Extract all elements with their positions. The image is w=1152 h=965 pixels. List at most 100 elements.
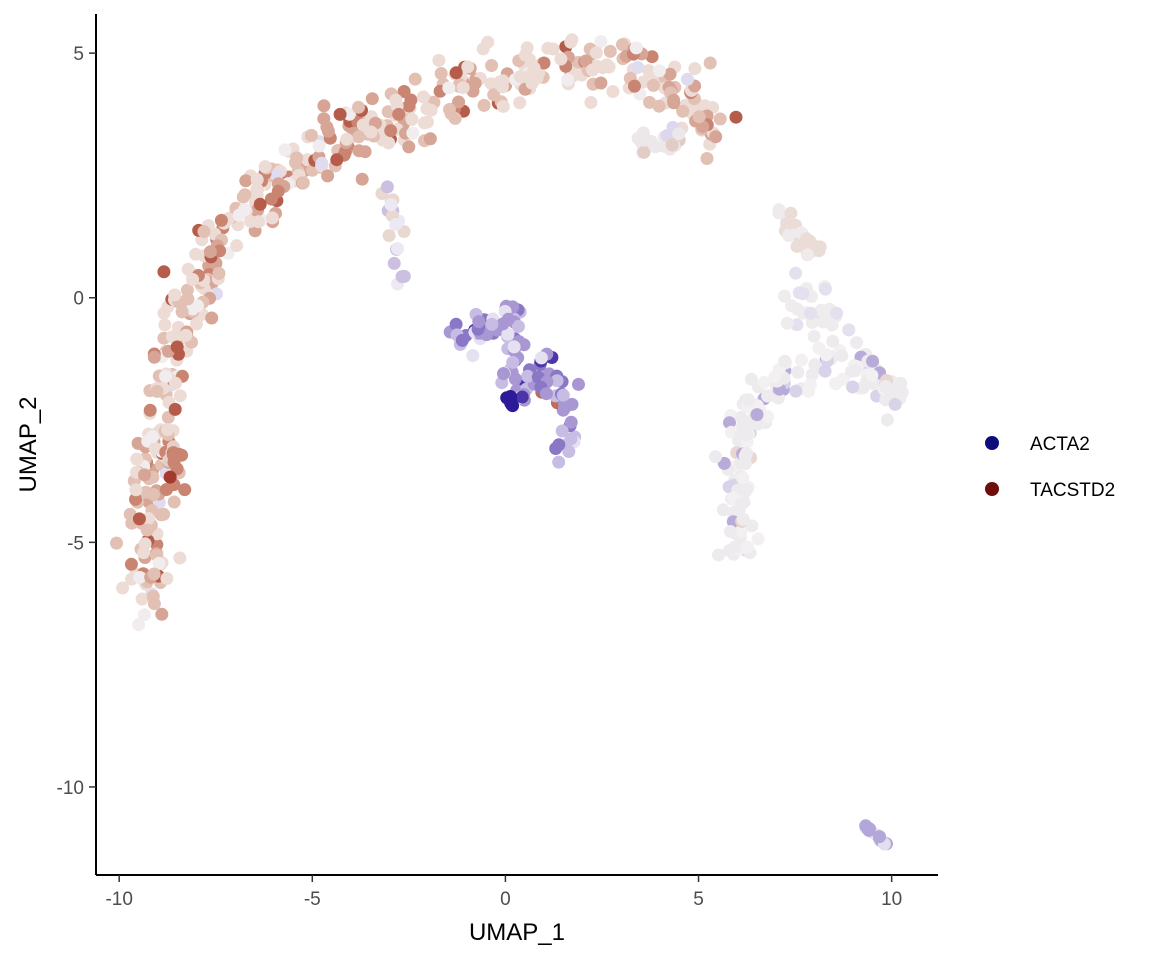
cell-point-arc (495, 80, 509, 94)
cell-point-arc (352, 130, 366, 144)
cell-point-arc (703, 56, 717, 70)
cell-point-center (506, 355, 520, 369)
cell-point-arc (667, 93, 681, 107)
cell-point-arc (147, 567, 161, 581)
cell-point-right-top (800, 248, 814, 262)
cell-point-arc (212, 266, 226, 280)
cell-point-arc (203, 245, 217, 259)
cell-point-arc-branch (382, 229, 396, 243)
cell-point-right (894, 387, 908, 400)
cell-point-arc (364, 125, 378, 139)
cell-point-center (562, 445, 576, 458)
cell-point-arc (561, 73, 575, 87)
cell-point-right (740, 446, 753, 460)
cell-point-center (485, 317, 499, 331)
cell-point-arc (709, 130, 723, 144)
cell-point-arc (181, 262, 195, 276)
legend-swatch-acta2 (985, 436, 999, 450)
cell-point-arc (304, 128, 318, 142)
cell-point-arc (321, 169, 335, 183)
cell-point-arc (157, 265, 171, 279)
cell-point-right-upper (816, 315, 830, 329)
cell-point-right (736, 512, 750, 526)
cell-point-arc-left-tail (163, 470, 177, 484)
cell-point-arc (137, 546, 151, 560)
cell-point-arc (616, 38, 629, 52)
cell-point-arc-branch (384, 198, 398, 212)
cell-point-right (819, 348, 833, 362)
cell-point-right-upper (778, 289, 791, 303)
cell-point-arc (416, 90, 430, 104)
cell-point-arc (181, 292, 195, 306)
cell-point-right (865, 369, 879, 382)
cell-point-arc (352, 100, 365, 114)
cell-point-arc (681, 72, 694, 86)
cell-point-arc (146, 430, 159, 444)
cell-point-arc (150, 384, 164, 398)
cell-point-arc (603, 44, 617, 58)
cell-point-arc (296, 176, 310, 190)
x-tick-label: 0 (500, 889, 511, 910)
cell-point-arc (148, 441, 162, 455)
cell-point-arc (137, 608, 151, 622)
cell-point-arc (238, 203, 252, 217)
cell-point-arc-left-tail (166, 448, 180, 462)
cell-point-arc (594, 35, 608, 48)
cell-point-arc (564, 35, 578, 49)
cell-point-arc (579, 54, 593, 68)
cell-point-arc (496, 99, 510, 113)
cell-point-arc (173, 551, 187, 565)
cell-point-arc (713, 112, 727, 126)
cell-point-center (472, 315, 486, 329)
cell-point-center (534, 351, 548, 365)
cell-point-arc (129, 483, 143, 497)
cell-point-center (501, 327, 515, 341)
cell-point-arc (186, 302, 199, 316)
cell-point-arc (688, 62, 702, 76)
y-tick-label: -10 (57, 778, 84, 799)
cell-point-arc (589, 46, 603, 60)
cell-point-right (716, 503, 730, 517)
cell-point-arc (236, 190, 250, 204)
cell-point-right (757, 375, 771, 389)
cell-point-arc (584, 96, 598, 109)
cell-point-arc (258, 160, 272, 174)
cell-point-center (564, 415, 578, 429)
cell-point-arc (147, 350, 161, 364)
x-ticks: -10 -5 0 5 10 (105, 875, 902, 910)
cell-point-right (709, 450, 722, 464)
cell-point-center (539, 387, 553, 401)
cell-point-arc (676, 104, 690, 118)
cell-point-arc (452, 95, 466, 109)
x-tick-label: 5 (693, 889, 704, 910)
cell-point-arc (663, 67, 677, 81)
cell-point-arc (147, 597, 161, 611)
cell-point-arc (525, 76, 539, 90)
cell-point-center (552, 455, 566, 469)
cell-point-arc (253, 197, 267, 211)
cell-point-arc-hook (665, 138, 679, 152)
legend-label-acta2: ACTA2 (1030, 434, 1090, 455)
cell-point-right-upper (785, 299, 798, 313)
cell-point-arc (330, 153, 344, 167)
cell-point-arc (477, 98, 491, 112)
cell-point-arc (449, 66, 463, 80)
cell-point-arc (138, 468, 151, 482)
cell-point-center (564, 432, 578, 446)
cell-point-arc (135, 592, 149, 606)
cell-point-arc (646, 78, 660, 92)
cell-point-arc (167, 495, 181, 509)
cell-point-arc (321, 124, 335, 138)
cell-point-arc (142, 512, 155, 525)
cell-point-arc (442, 81, 456, 95)
cell-point-right (728, 540, 742, 554)
cell-point-arc (443, 103, 456, 116)
cell-point-right (818, 364, 832, 378)
cell-point-arc (154, 508, 168, 522)
cell-point-arc (355, 172, 369, 186)
cell-point-arc (168, 402, 182, 416)
cell-point-arc (169, 376, 182, 390)
cell-point-right-upper (842, 323, 856, 337)
cell-point-arc (408, 72, 422, 86)
